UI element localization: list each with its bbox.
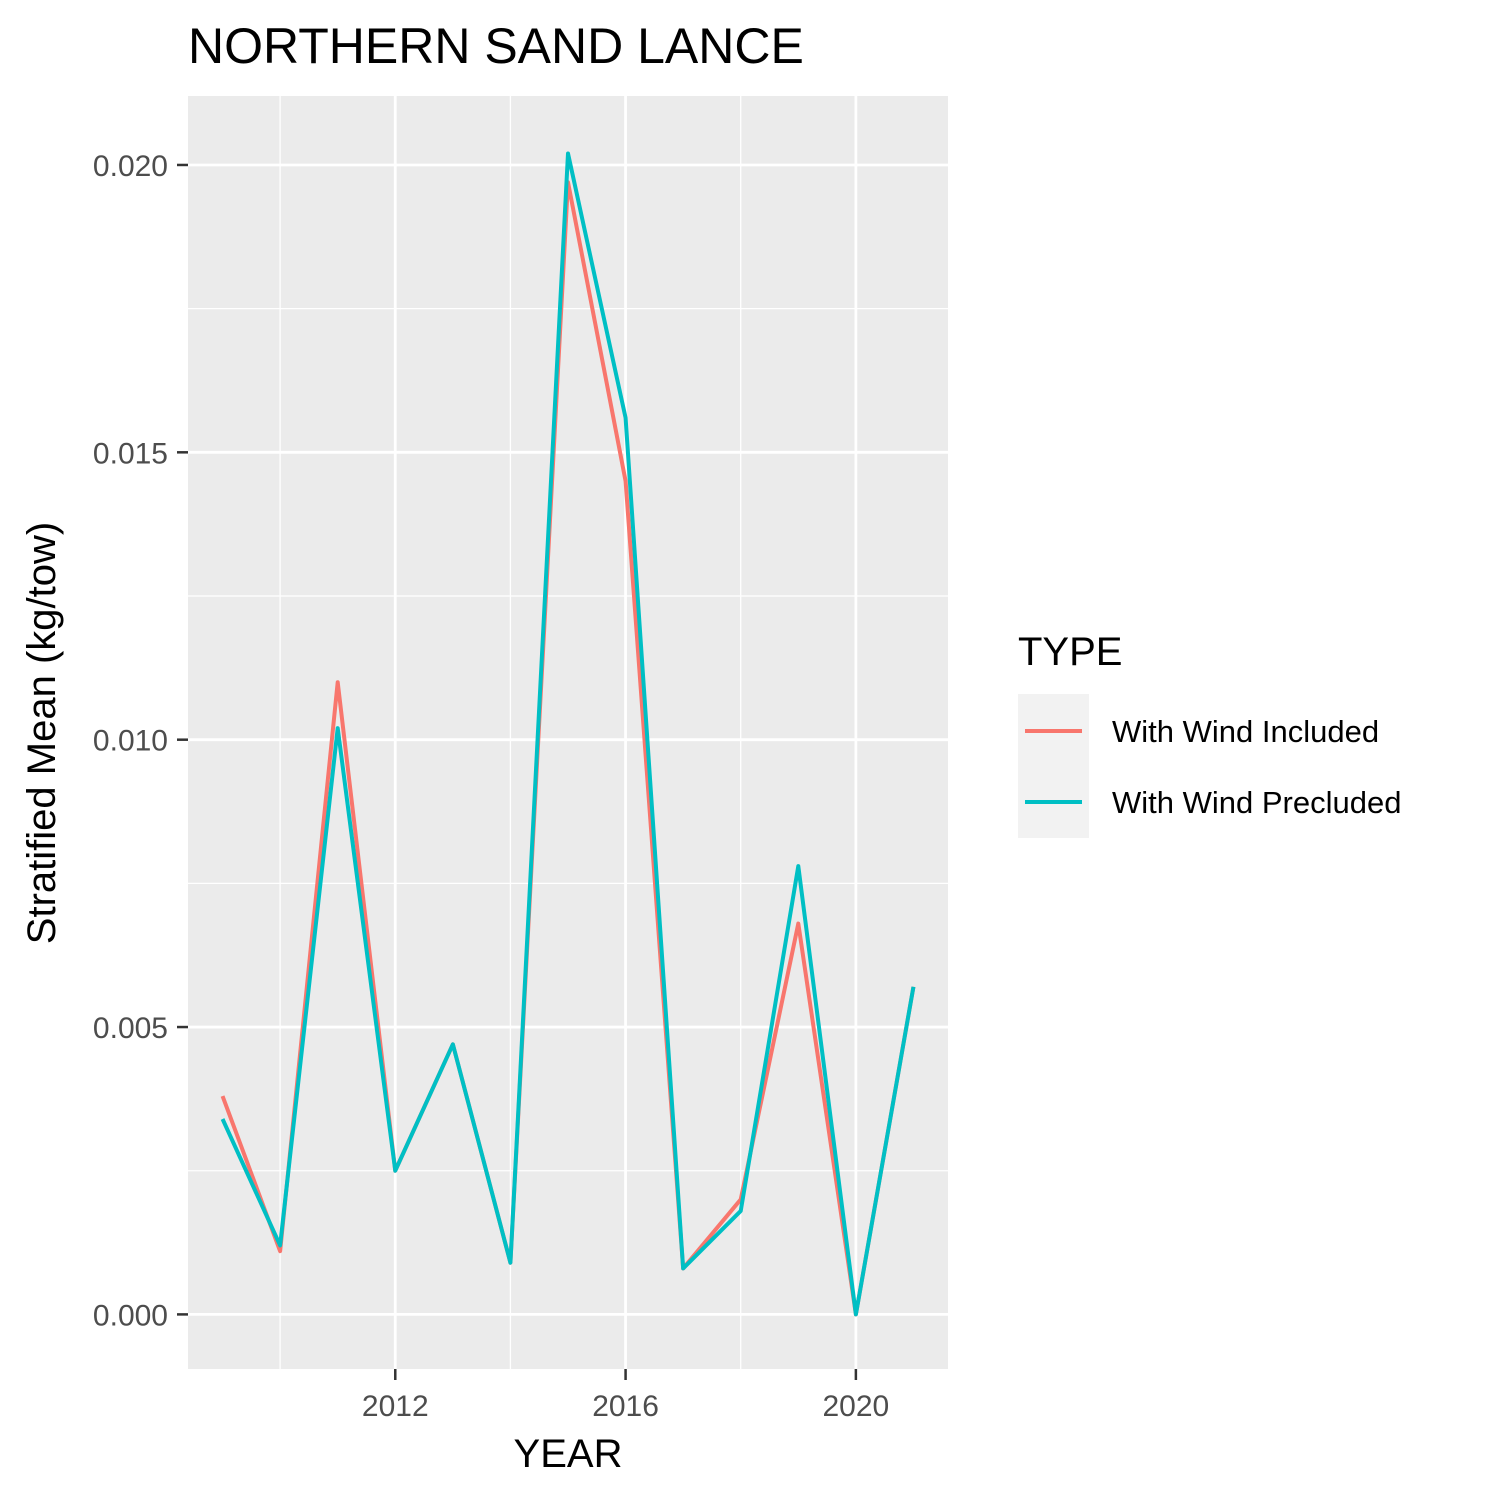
y-tick-label: 0.000	[93, 1299, 168, 1332]
major-gridlines	[188, 96, 948, 1369]
y-tick-label: 0.010	[93, 725, 168, 758]
y-tick-label: 0.005	[93, 1012, 168, 1045]
y-tick-label: 0.015	[93, 437, 168, 470]
y-tick-label: 0.020	[93, 150, 168, 183]
series-lines	[220, 151, 916, 1317]
x-tick-label: 2020	[823, 1390, 890, 1423]
x-tick-label: 2012	[362, 1390, 429, 1423]
y-axis-title: Stratified Mean (kg/tow)	[20, 522, 64, 944]
legend-label-with-wind-included: With Wind Included	[1112, 714, 1379, 749]
series-line-with-wind-precluded	[220, 151, 916, 1317]
minor-gridlines	[188, 96, 948, 1369]
legend-label-with-wind-precluded: With Wind Precluded	[1112, 785, 1401, 820]
legend: TYPE With Wind Included With Wind Preclu…	[1018, 630, 1401, 838]
x-axis: 2012 2016 2020	[362, 1369, 889, 1423]
chart-title: NORTHERN SAND LANCE	[188, 18, 804, 74]
legend-keys-background	[1018, 694, 1089, 838]
x-axis-title: YEAR	[514, 1432, 623, 1476]
x-tick-label: 2016	[592, 1390, 659, 1423]
legend-title: TYPE	[1018, 630, 1122, 674]
y-axis: 0.000 0.005 0.010 0.015 0.020	[93, 150, 188, 1332]
